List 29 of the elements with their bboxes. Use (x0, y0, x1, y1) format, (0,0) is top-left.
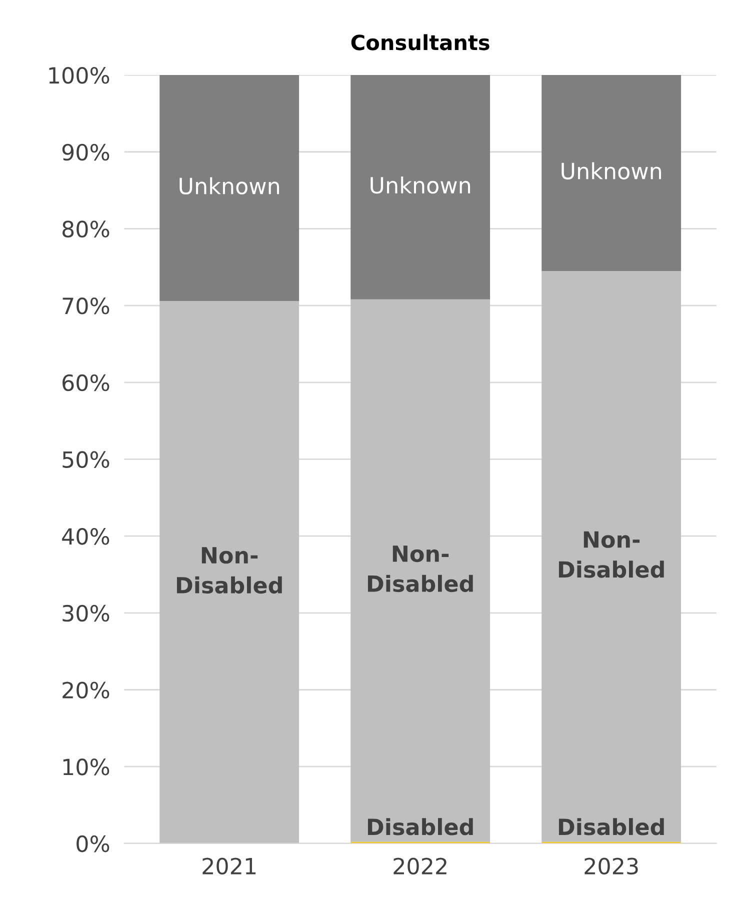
bar (350, 299, 490, 842)
series-label: Unknown (562, 162, 662, 180)
x-tick-label: 2022 (394, 858, 446, 875)
chart-title: Consultants (351, 34, 490, 50)
text: Disabled (558, 818, 664, 836)
x-tick-label: 2023 (584, 858, 638, 875)
text: Unknown (370, 176, 470, 194)
y-tick-label: 60% (62, 374, 110, 392)
y-tick-label: 10% (63, 758, 110, 776)
y-tick-label: 0% (76, 835, 110, 852)
text: Non- Disabled (176, 547, 282, 594)
bar (160, 300, 300, 844)
y-tick-label: 100% (49, 66, 110, 84)
x-tick-label: 2021 (202, 858, 256, 875)
y-tick-label: 80% (62, 220, 110, 238)
bar (542, 75, 682, 271)
y-tick-label: 20% (62, 682, 110, 699)
y-tick-label: 70% (62, 298, 110, 314)
y-tick-label: 90% (62, 144, 110, 161)
bar (160, 75, 300, 301)
text: Non- Disabled (558, 531, 664, 578)
bar (350, 75, 490, 300)
y-tick-label: 30% (62, 604, 110, 622)
series-label: Non- Disabled (368, 546, 473, 592)
text: Unknown (180, 177, 280, 194)
bar (542, 270, 682, 842)
y-tick-label: 50% (62, 451, 110, 468)
y-tick-label: 40% (62, 528, 110, 545)
series-label: Disabled (368, 818, 473, 836)
